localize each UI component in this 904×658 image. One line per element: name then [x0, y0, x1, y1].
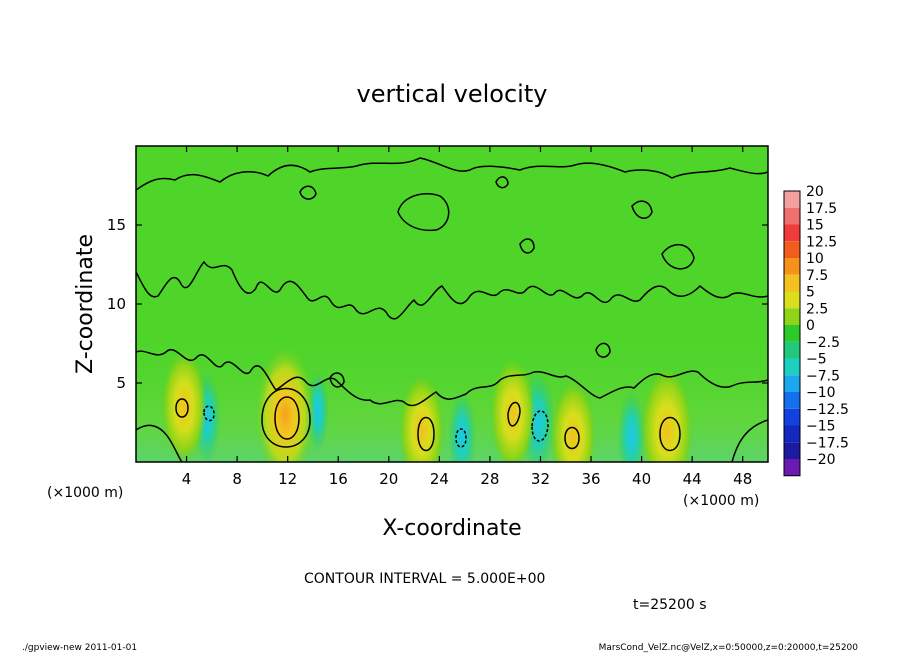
x-tick-label: 48	[733, 470, 752, 488]
colorbar-swatch	[784, 392, 800, 409]
colorbar-swatch	[784, 341, 800, 359]
contour-zero-cloud-mid-3	[519, 238, 535, 254]
footer-left: ./gpview-new 2011-01-01	[22, 643, 137, 653]
x-tick-label: 36	[581, 470, 600, 488]
colorbar-swatch	[784, 308, 800, 325]
colorbar-swatch	[784, 207, 800, 225]
contour-zero-surface-right	[731, 419, 768, 462]
colorbar-swatch	[784, 191, 800, 208]
colorbar-label: 5	[806, 285, 815, 301]
colorbar-swatch	[784, 459, 800, 476]
x-tick-label: 24	[430, 470, 449, 488]
colorbar-swatch	[784, 442, 800, 459]
contour-zero-cloud-top-3	[299, 185, 317, 200]
contour-lines	[136, 157, 768, 462]
contour-updraft-x42	[659, 416, 681, 452]
contour-zero-cloud-top-2	[631, 200, 653, 219]
plot-area	[136, 146, 768, 462]
contour-downdraft-x26	[455, 428, 467, 448]
contour-updraft-x12	[274, 396, 300, 440]
colorbar-label: −2.5	[806, 335, 840, 351]
colorbar-label: 10	[806, 251, 824, 267]
x-tick-label: 32	[531, 470, 550, 488]
colorbar-label: −10	[806, 385, 836, 401]
x-tick-label: 28	[480, 470, 499, 488]
colorbar-label: 2.5	[806, 301, 828, 317]
x-tick-label: 8	[232, 470, 242, 488]
contour-zero-cloud-mid-4	[329, 372, 345, 388]
y-axis-ticks: 5 10 15	[107, 216, 768, 392]
colorbar: 2017.51512.5107.552.50−2.5−5−7.5−10−12.5…	[783, 184, 849, 477]
colorbar-label: 12.5	[806, 234, 837, 250]
colorbar-label: 7.5	[806, 268, 828, 284]
contour-interval-note: CONTOUR INTERVAL = 5.000E+00	[304, 571, 545, 587]
y-tick-label: 15	[107, 216, 126, 234]
x-tick-label: 16	[329, 470, 348, 488]
chart-title: vertical velocity	[357, 80, 548, 108]
x-tick-label: 44	[683, 470, 702, 488]
downdraft-cell-3	[448, 390, 477, 462]
contour-zero-cloud-mid-2	[661, 244, 695, 270]
updraft-cell-4	[489, 357, 536, 462]
colorbar-swatch	[784, 358, 800, 376]
colorbar-label: −20	[806, 452, 836, 468]
colorbar-swatch	[784, 325, 800, 342]
colorbar-swatch	[784, 241, 800, 258]
x-tick-label: 4	[182, 470, 192, 488]
y-tick-label: 10	[107, 295, 126, 313]
colorbar-label: 17.5	[806, 201, 837, 217]
contour-zero-upper-boundary	[136, 157, 768, 191]
contour-updraft-x30	[507, 401, 521, 427]
contour-zero-lower-boundary	[136, 349, 768, 407]
y-tick-label: 5	[116, 374, 126, 392]
colorbar-swatch	[784, 375, 800, 392]
contour-zero-cloud-mid-1	[595, 342, 611, 358]
x-tick-label: 12	[278, 470, 297, 488]
colorbar-label: 0	[806, 318, 815, 334]
updraft-cell-2	[255, 344, 316, 462]
colorbar-swatch	[784, 425, 800, 443]
contour-updraft-x12-outer	[261, 387, 311, 448]
colorbar-label: −12.5	[806, 402, 849, 418]
colorbar-label: −7.5	[806, 368, 840, 384]
colorbar-label: −15	[806, 419, 836, 435]
time-stamp: t=25200 s	[633, 597, 707, 613]
contour-updraft-x4	[175, 398, 189, 418]
contour-zero-mid-boundary	[136, 260, 768, 320]
cell-layer	[161, 344, 694, 462]
contour-updraft-x35	[564, 426, 580, 450]
contour-downdraft-x6	[203, 405, 215, 422]
colorbar-swatch	[784, 224, 800, 242]
contour-updraft-x23	[417, 416, 435, 452]
x-axis-label: X-coordinate	[382, 516, 521, 541]
x-axis-ticks: 4 8 12 16 20 24 28 32 36 40 44 48	[182, 146, 752, 488]
colorbar-frame	[783, 190, 801, 477]
updraft-cell-1	[161, 349, 208, 462]
colorbar-swatch	[784, 258, 800, 275]
y-axis-label: Z-coordinate	[73, 234, 98, 374]
updraft-cell-5	[550, 379, 597, 462]
colorbar-swatch	[784, 274, 800, 292]
downdraft-cell-5	[617, 390, 646, 462]
contour-zero-cloud-top-4	[495, 176, 509, 189]
x-axis-unit-right: (×1000 m)	[683, 493, 759, 509]
contour-downdraft-x32	[531, 410, 549, 442]
x-tick-label: 40	[632, 470, 651, 488]
x-tick-label: 20	[379, 470, 398, 488]
colorbar-swatch	[784, 408, 800, 426]
x-axis-unit-left: (×1000 m)	[47, 485, 123, 501]
colorbar-label: −5	[806, 352, 827, 368]
contour-zero-cloud-top-1	[397, 192, 450, 232]
colorbar-label: −17.5	[806, 435, 849, 451]
colorbar-label: 20	[806, 184, 824, 200]
colorbar-swatch	[784, 291, 800, 309]
contour-zero-surface-left	[136, 424, 183, 462]
footer-right: MarsCond_VelZ.nc@VelZ,x=0:50000,z=0:2000…	[599, 643, 859, 653]
colorbar-label: 15	[806, 218, 824, 234]
